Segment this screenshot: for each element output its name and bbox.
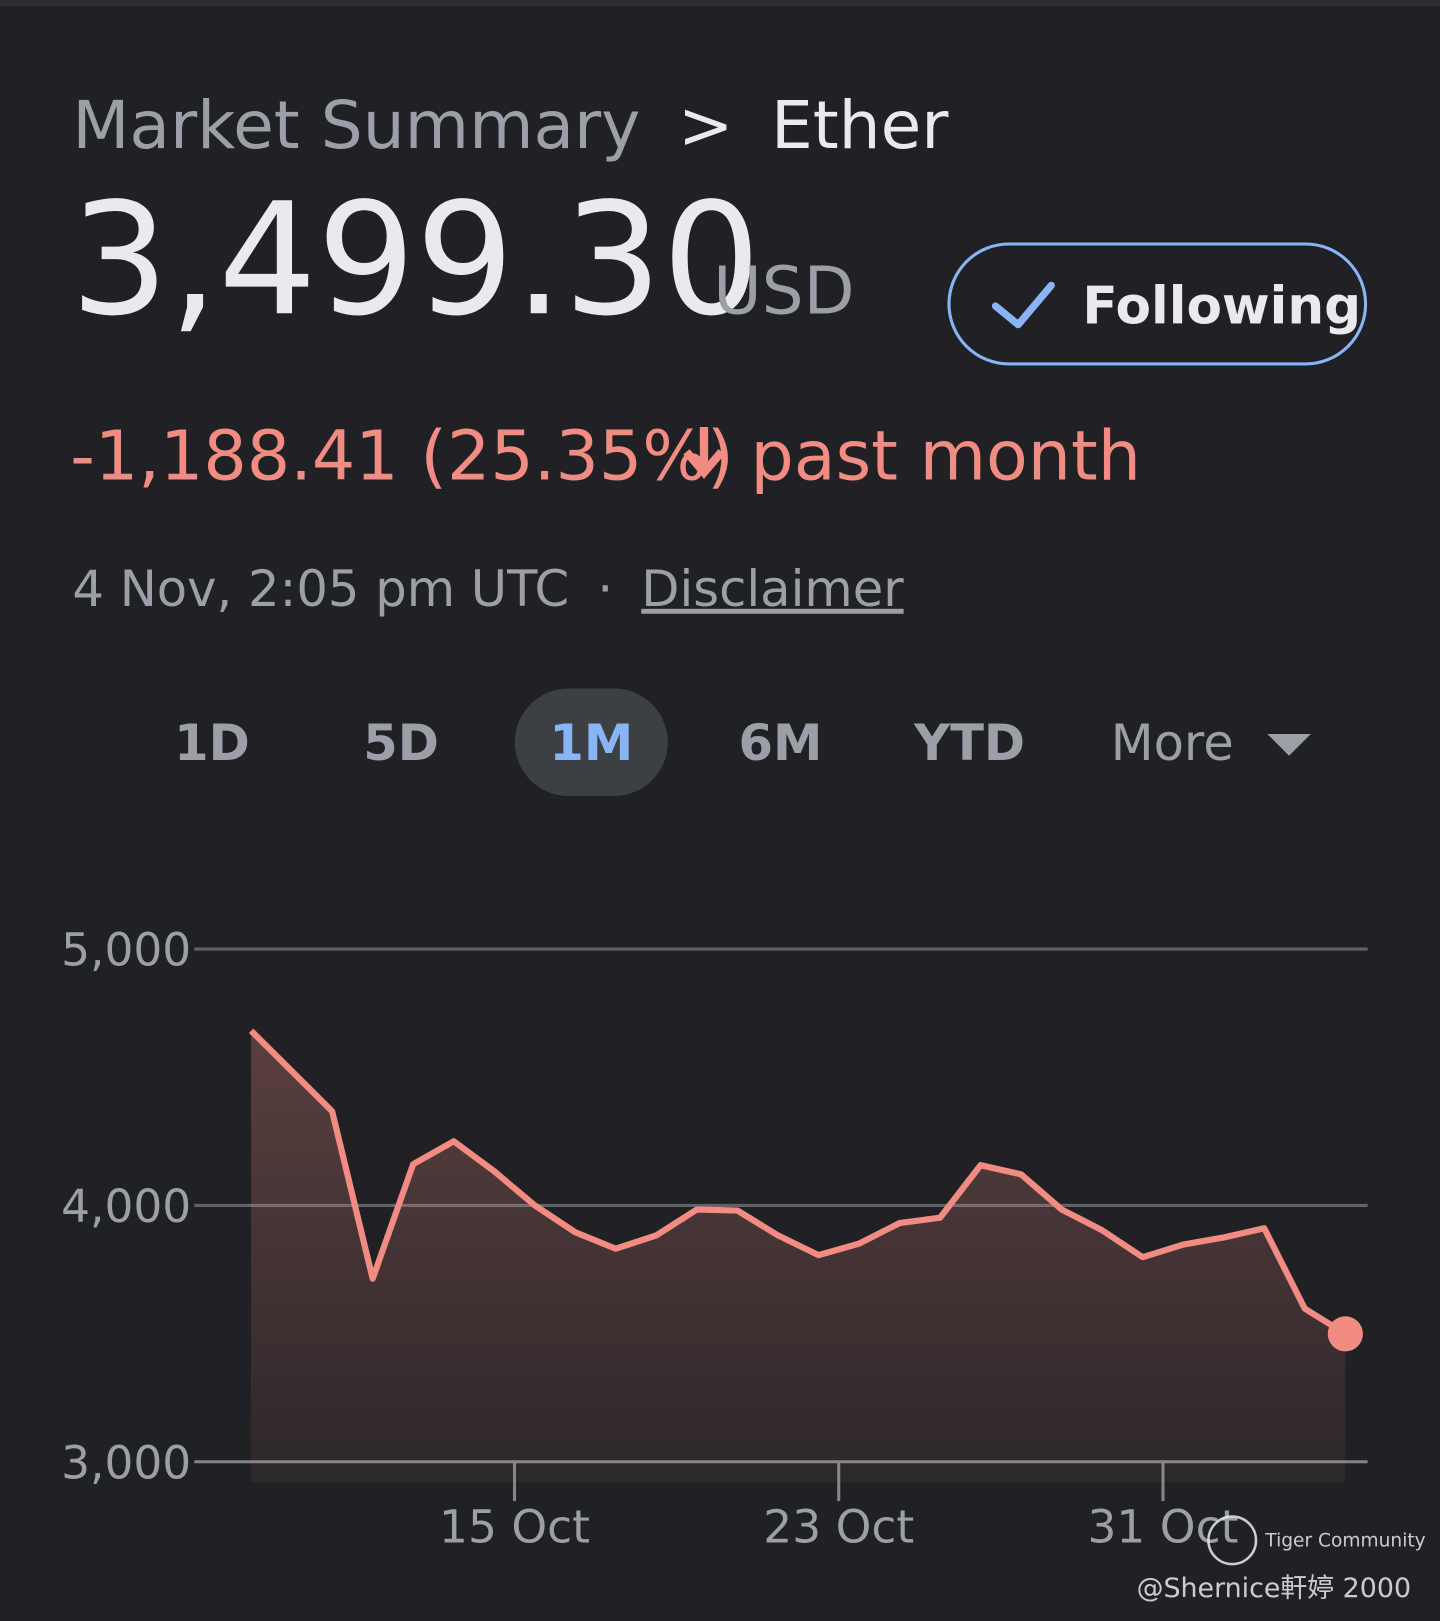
change: -1,188.41 (25.35%): [70, 418, 733, 497]
x-tick-label: 23 Oct: [763, 1500, 914, 1553]
range-tab[interactable]: 1D: [174, 714, 250, 772]
watermark-brand: Tiger Community: [1264, 1531, 1425, 1552]
x-tick-label: 15 Oct: [439, 1500, 590, 1553]
watermark-logo: [1207, 1515, 1258, 1566]
check-icon: [991, 281, 1055, 329]
separator: >: [678, 87, 733, 164]
chart: 3,000 4,000 5,000 15 Oct 23 Oct 31 Oct: [61, 924, 1368, 1553]
range-tab[interactable]: 5D: [363, 714, 439, 772]
range-tab[interactable]: More: [1111, 714, 1234, 772]
currency: USD: [713, 252, 854, 329]
range-tabs: 1D 5D 1M 6M YTD More: [174, 688, 1234, 797]
watermark-author: @Shernice軒婷 2000: [1137, 1573, 1411, 1604]
breadcrumb-link[interactable]: Market Summary: [72, 87, 640, 164]
x-tick-label: 31 Oct: [1088, 1500, 1239, 1553]
y-tick-label: 4,000: [61, 1180, 191, 1233]
button-outline[interactable]: [947, 242, 1368, 366]
area-fill: [251, 1030, 1346, 1483]
selected-tab-bg: [514, 688, 668, 797]
button-label[interactable]: Following: [1082, 277, 1361, 337]
watermark: Tiger Community @Shernice軒婷 2000: [1137, 1515, 1426, 1604]
disclaimer-link[interactable]: Disclaimer: [641, 560, 904, 618]
follow-button[interactable]: Following: [947, 242, 1368, 366]
period: past month: [750, 418, 1141, 497]
range-tab[interactable]: YTD: [913, 714, 1025, 772]
range-tab[interactable]: 1M: [549, 714, 633, 772]
timestamp-line: 4 Nov, 2:05 pm UTC · Disclaimer: [72, 560, 904, 618]
range-tab[interactable]: 6M: [739, 714, 823, 772]
dot: ·: [597, 560, 613, 618]
last-point: [1327, 1316, 1363, 1352]
dropdown-icon: [1267, 734, 1311, 756]
y-tick-label: 3,000: [61, 1436, 191, 1489]
timestamp: 4 Nov, 2:05 pm UTC: [72, 560, 569, 618]
price-line: [248, 1028, 1347, 1337]
top-bar: [0, 0, 1440, 7]
y-tick-label: 5,000: [61, 924, 191, 977]
price: 3,499.30: [70, 169, 760, 350]
breadcrumb: Market Summary > Ether: [72, 87, 949, 164]
down-arrow: [683, 426, 725, 479]
asset-name: Ether: [771, 87, 949, 164]
